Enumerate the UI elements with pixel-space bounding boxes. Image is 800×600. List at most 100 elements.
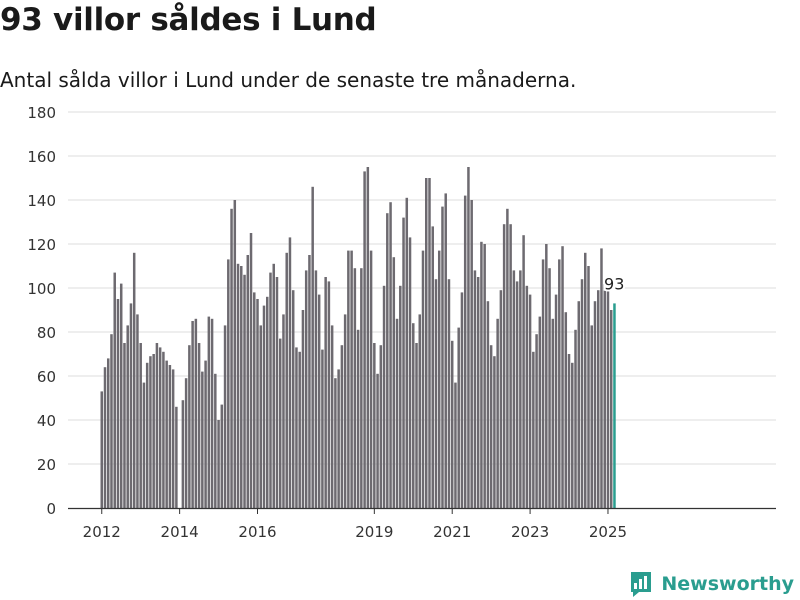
- bar: [113, 272, 116, 508]
- bar: [496, 318, 499, 508]
- bar: [106, 358, 110, 508]
- bar: [389, 202, 392, 508]
- bar: [596, 290, 600, 508]
- bar: [415, 343, 418, 508]
- x-tick-label: 2021: [433, 523, 471, 541]
- newsworthy-logo-text: Newsworthy: [661, 573, 794, 595]
- x-tick-label: 2014: [161, 523, 199, 541]
- chart-subtitle: Antal sålda villor i Lund under de senas…: [0, 68, 577, 92]
- bar: [181, 400, 185, 508]
- bar: [467, 167, 470, 508]
- x-tick-label: 2025: [589, 523, 627, 541]
- bar: [324, 277, 327, 508]
- y-tick-label: 0: [46, 500, 56, 518]
- y-tick-label: 80: [37, 324, 56, 342]
- bar: [311, 186, 314, 509]
- bar: [558, 259, 561, 508]
- bar: [567, 354, 571, 508]
- bar: [412, 323, 415, 508]
- bar: [444, 193, 447, 508]
- bar: [545, 244, 548, 508]
- bar: [184, 378, 188, 508]
- bar: [266, 296, 269, 508]
- bar: [548, 268, 551, 508]
- bar: [139, 343, 142, 508]
- bar: [204, 360, 207, 508]
- bar: [431, 226, 434, 508]
- bar: [454, 382, 457, 508]
- bar: [233, 200, 237, 508]
- bar: [450, 340, 454, 508]
- bar: [100, 391, 103, 508]
- bar: [363, 171, 366, 508]
- bar: [399, 285, 402, 508]
- bar: [441, 206, 444, 508]
- bar: [210, 318, 214, 508]
- bar: [142, 382, 146, 508]
- bar: [116, 299, 120, 508]
- bar: [337, 369, 340, 508]
- bar: [343, 314, 347, 508]
- bar: [353, 268, 357, 508]
- bar: [405, 197, 409, 509]
- bar: [476, 277, 480, 508]
- y-tick-label: 60: [37, 368, 56, 386]
- bar: [447, 279, 451, 508]
- bar: [402, 217, 405, 508]
- bar: [512, 270, 516, 508]
- bar: [317, 294, 321, 508]
- y-tick-label: 120: [27, 236, 56, 254]
- bar: [158, 347, 162, 508]
- bar: [321, 349, 324, 508]
- bar: [129, 303, 133, 508]
- bar: [272, 263, 275, 508]
- bar: [132, 252, 136, 508]
- bar: [253, 292, 256, 508]
- bar: [538, 316, 542, 508]
- bar: [188, 345, 191, 508]
- bar: [291, 290, 295, 508]
- bar: [275, 277, 279, 508]
- bar: [382, 285, 386, 508]
- bar: [489, 345, 493, 508]
- bar: [460, 292, 464, 508]
- bar: [386, 213, 389, 508]
- bar: [304, 270, 308, 508]
- bar: [110, 334, 113, 508]
- bar: [532, 351, 535, 508]
- bar: [480, 241, 483, 509]
- bar: [577, 301, 581, 508]
- bar: [571, 362, 574, 508]
- bar: [593, 301, 597, 508]
- chart-title: 93 villor såldes i Lund: [0, 2, 377, 38]
- y-tick-label: 180: [27, 104, 56, 122]
- bar: [584, 252, 587, 508]
- bar-chart: 0 20 40 60 80 100 120 140 160 180 2012 2014 2016 2019…: [27, 104, 776, 541]
- bar: [408, 237, 412, 508]
- bar: [165, 360, 168, 508]
- bar: [288, 237, 292, 508]
- bar: [334, 378, 337, 508]
- bar: [470, 200, 473, 508]
- bar: [223, 325, 227, 508]
- bar: [230, 208, 233, 509]
- bar: [373, 343, 376, 508]
- x-tick-label: 2023: [511, 523, 549, 541]
- bar: [103, 367, 107, 508]
- bar: [301, 310, 305, 508]
- bar: [369, 250, 373, 508]
- bar: [249, 233, 253, 508]
- x-tick-label: 2019: [355, 523, 393, 541]
- bar: [126, 325, 129, 508]
- bar: [483, 244, 486, 508]
- bar: [256, 299, 259, 508]
- bar: [246, 255, 250, 508]
- bar: [580, 279, 584, 508]
- bar: [214, 373, 217, 508]
- bar: [515, 281, 519, 508]
- y-tick-label: 20: [37, 456, 56, 474]
- bar: [502, 224, 506, 508]
- bar: [499, 290, 503, 508]
- bar: [168, 365, 172, 508]
- newsworthy-logo: Newsworthy: [629, 569, 794, 599]
